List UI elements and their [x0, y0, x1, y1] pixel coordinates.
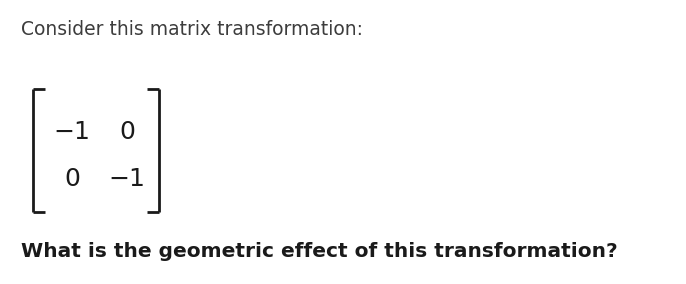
Text: 0: 0 [64, 167, 80, 191]
Text: −1: −1 [54, 120, 91, 144]
Text: −1: −1 [108, 167, 145, 191]
Text: 0: 0 [119, 120, 135, 144]
Text: Consider this matrix transformation:: Consider this matrix transformation: [21, 20, 363, 39]
Text: What is the geometric effect of this transformation?: What is the geometric effect of this tra… [21, 242, 617, 261]
